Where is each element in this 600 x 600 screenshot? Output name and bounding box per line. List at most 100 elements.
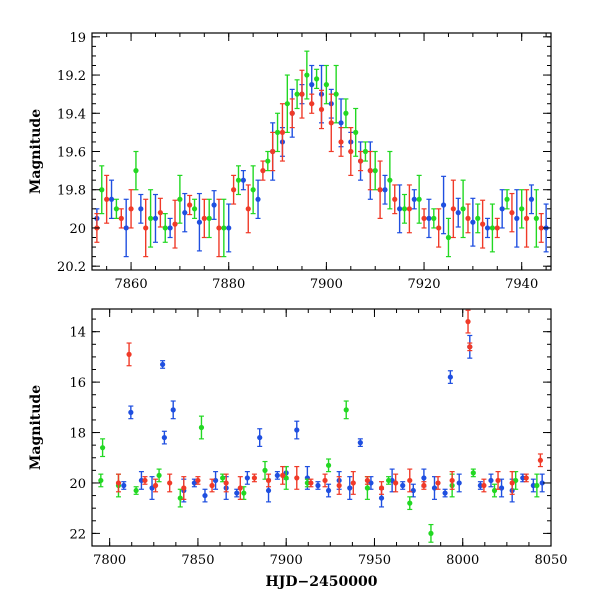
data-point [234, 490, 240, 496]
data-point [460, 206, 466, 212]
data-point [362, 148, 369, 155]
data-point [447, 374, 453, 380]
data-point [209, 482, 215, 489]
data-point [182, 210, 188, 216]
data-point [333, 91, 339, 97]
y-axis-label: Magnitude [28, 385, 44, 470]
data-point [523, 475, 529, 481]
data-point [481, 482, 487, 489]
data-point [495, 477, 501, 484]
data-point [325, 462, 332, 468]
data-point [262, 467, 268, 473]
data-point [407, 500, 413, 506]
data-point [299, 91, 305, 97]
data-point [509, 480, 515, 486]
data-point [328, 120, 334, 126]
data-point [378, 485, 385, 491]
data-point [157, 210, 163, 216]
y-tick-label: 19.2 [57, 69, 86, 84]
data-point [244, 475, 250, 481]
data-point [284, 101, 290, 107]
data-point [364, 477, 370, 484]
data-point [519, 206, 525, 212]
data-point [235, 177, 242, 183]
y-tick-label: 22 [69, 527, 86, 542]
data-point [270, 148, 276, 155]
data-point [104, 196, 110, 202]
data-point [133, 168, 139, 174]
data-point [467, 344, 473, 350]
data-point [294, 91, 300, 97]
data-point [456, 480, 462, 486]
data-point [397, 206, 403, 212]
data-point [421, 482, 427, 489]
data-point [294, 475, 300, 481]
x-tick-label: 7800 [93, 553, 126, 568]
data-point [348, 148, 354, 155]
data-point [237, 485, 243, 491]
data-point [533, 215, 539, 221]
data-point [407, 477, 413, 484]
data-point [181, 485, 187, 491]
data-point [265, 487, 272, 494]
data-point [240, 177, 246, 183]
data-point [449, 477, 455, 484]
series-1 [98, 400, 540, 543]
data-point [421, 475, 427, 481]
data-point [241, 490, 247, 496]
data-point [220, 475, 226, 481]
data-point [309, 82, 315, 88]
data-point [167, 225, 173, 231]
data-point [338, 120, 344, 126]
data-point [367, 168, 373, 174]
data-point [152, 482, 159, 489]
data-point [201, 215, 207, 221]
data-point [123, 225, 129, 231]
data-point [470, 470, 476, 476]
data-point [265, 477, 272, 484]
data-point [162, 225, 168, 231]
data-point [121, 482, 127, 489]
data-point [523, 215, 530, 221]
y-tick-label: 16 [69, 376, 86, 391]
y-tick-label: 19.8 [57, 184, 86, 199]
data-point [251, 475, 258, 481]
data-point [400, 482, 406, 489]
y-tick-label: 19.4 [57, 107, 86, 122]
x-tick-label: 7950 [358, 553, 391, 568]
data-point [152, 215, 159, 221]
data-point [143, 225, 149, 231]
data-point [167, 480, 173, 486]
data-point [428, 530, 434, 536]
data-point [421, 215, 427, 221]
series-2 [94, 69, 544, 258]
data-point [416, 196, 422, 202]
data-point [436, 225, 442, 231]
data-point [336, 482, 342, 489]
data-point [484, 225, 491, 231]
data-point [393, 480, 399, 486]
data-point [470, 219, 476, 225]
data-point [206, 215, 212, 221]
y-tick-label: 20 [69, 222, 86, 237]
data-points [94, 50, 549, 258]
data-point [274, 472, 280, 479]
data-point [325, 487, 332, 494]
data-point [431, 215, 437, 221]
y-tick-label: 19.6 [57, 146, 86, 161]
data-point [350, 480, 356, 486]
data-point [191, 206, 198, 212]
data-point [133, 487, 139, 494]
data-point [156, 472, 162, 479]
data-point [177, 196, 183, 202]
data-point [118, 215, 124, 221]
data-point [257, 434, 263, 441]
data-point [499, 206, 505, 212]
data-point [372, 168, 378, 174]
series-2 [115, 309, 544, 500]
data-point [509, 210, 515, 216]
data-point [382, 187, 388, 193]
data-point [142, 477, 148, 484]
y-tick-label: 20.2 [57, 260, 86, 275]
